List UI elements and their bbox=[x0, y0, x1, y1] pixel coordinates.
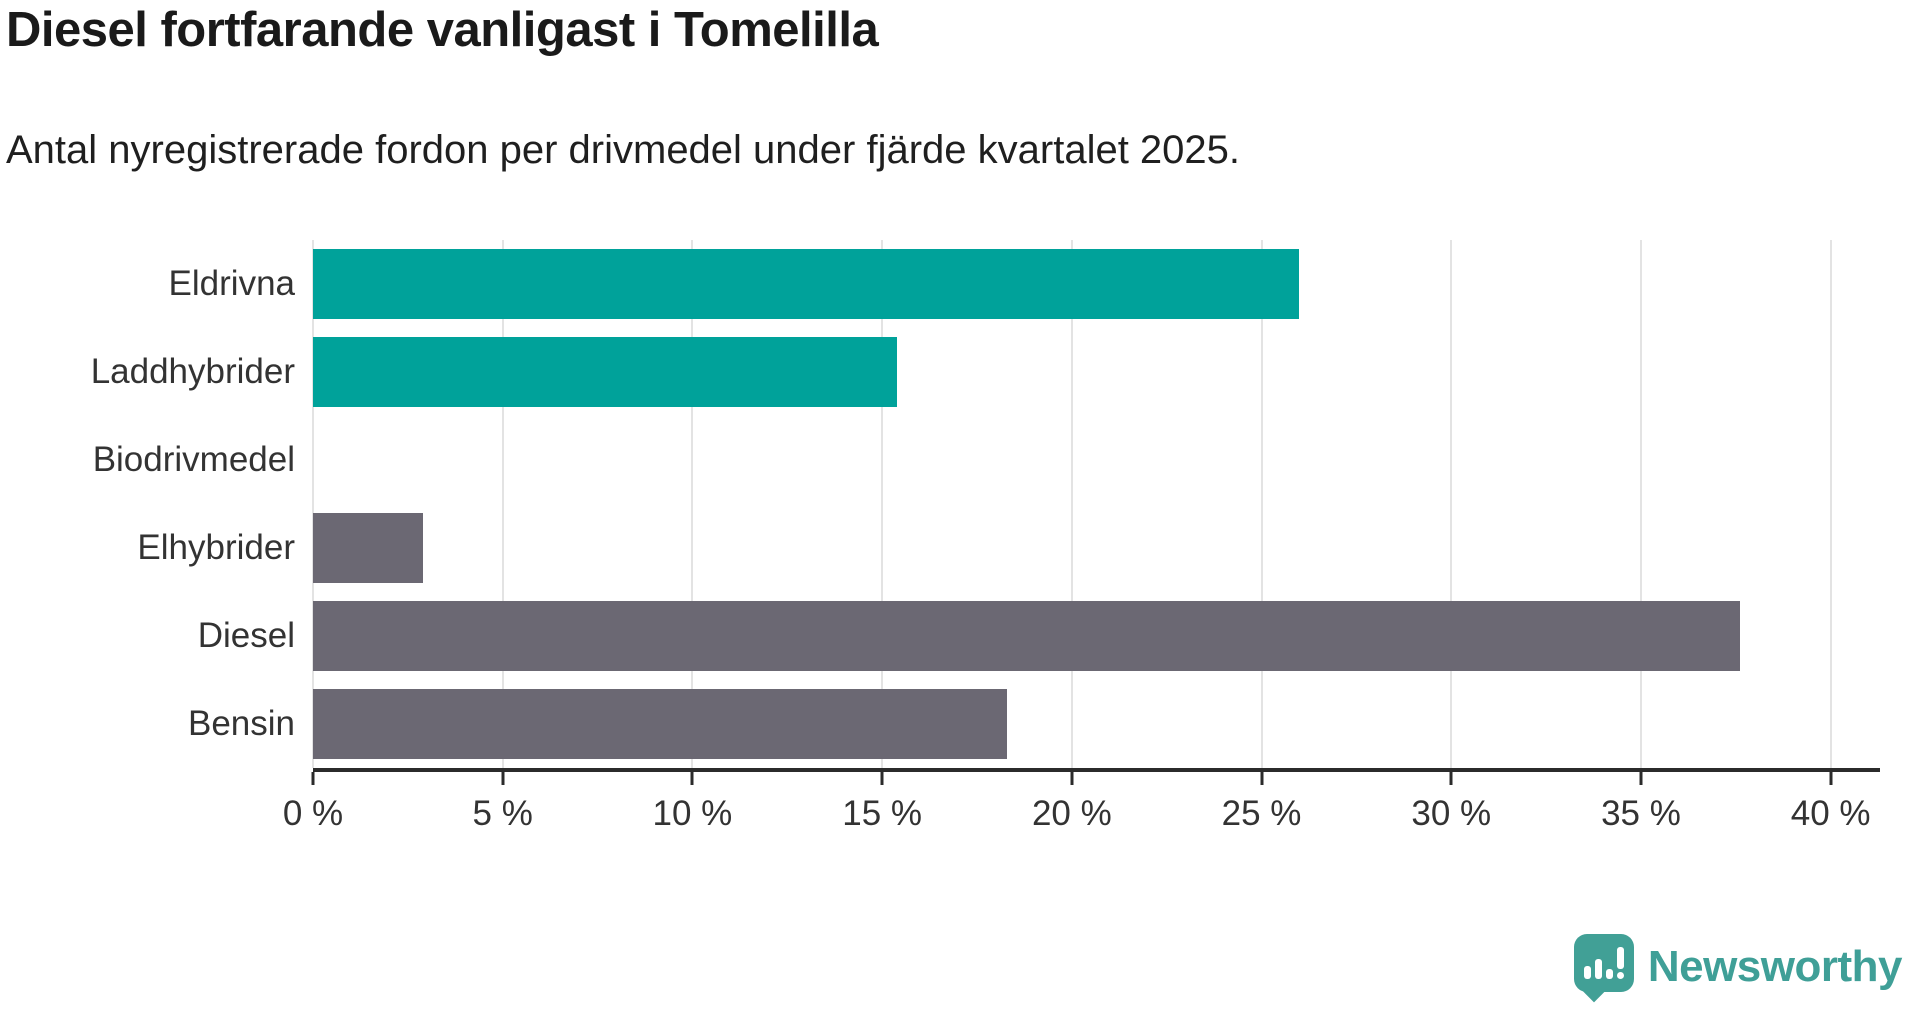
axis-tick bbox=[311, 772, 315, 785]
x-tick-label: 0 % bbox=[282, 794, 344, 833]
bar-row bbox=[313, 328, 1880, 416]
axis-tick bbox=[1070, 772, 1074, 785]
gridline bbox=[691, 240, 694, 768]
x-tick-label: 20 % bbox=[1031, 794, 1112, 833]
category-label: Laddhybrider bbox=[90, 352, 295, 391]
newsworthy-logo-icon bbox=[1573, 934, 1634, 1003]
bar-laddhybrider bbox=[313, 337, 898, 407]
bar-elhybrider bbox=[313, 513, 424, 583]
gridline bbox=[501, 240, 504, 768]
logo-bar-icon bbox=[1594, 959, 1602, 979]
bar-row bbox=[313, 504, 1880, 592]
x-tick-label: 5 % bbox=[472, 794, 533, 833]
gridline bbox=[1639, 240, 1642, 768]
category-label: Biodrivmedel bbox=[92, 440, 295, 479]
x-tick-label: 40 % bbox=[1790, 794, 1871, 833]
newsworthy-logo-text: Newsworthy bbox=[1647, 942, 1903, 991]
bar-chart: Eldrivna Laddhybrider Biodrivmedel Elhybrid… bbox=[0, 240, 1920, 860]
category-label: Bensin bbox=[187, 704, 295, 743]
x-tick-label: 15 % bbox=[842, 794, 923, 833]
axis-tick bbox=[1829, 772, 1833, 785]
axis-tick bbox=[1260, 772, 1264, 785]
chart-subtitle: Antal nyregistrerade fordon per drivmede… bbox=[6, 128, 1241, 172]
bar-row bbox=[313, 680, 1880, 768]
logo-bar-icon bbox=[1605, 969, 1613, 979]
axis-tick bbox=[501, 772, 505, 785]
category-axis: Eldrivna Laddhybrider Biodrivmedel Elhybrid… bbox=[0, 240, 295, 768]
category-label: Diesel bbox=[197, 616, 295, 655]
bar-diesel bbox=[313, 601, 1740, 671]
logo-bar-icon bbox=[1583, 966, 1591, 979]
gridline bbox=[1070, 240, 1073, 768]
logo-exclamation-icon bbox=[1616, 947, 1624, 979]
chart-title: Diesel fortfarande vanligast i Tomelilla bbox=[6, 3, 879, 57]
plot-area: 0 % 5 % 10 % 15 % 20 % 25 % 30 % 35 % 40 % bbox=[283, 240, 1880, 833]
gridline bbox=[1450, 240, 1453, 768]
gridline bbox=[881, 240, 884, 768]
bar-row bbox=[313, 416, 1880, 504]
axis-tick bbox=[880, 772, 884, 785]
x-tick-label: 30 % bbox=[1411, 794, 1492, 833]
category-label: Eldrivna bbox=[168, 264, 295, 303]
bar-eldrivna bbox=[313, 249, 1300, 319]
gridline bbox=[312, 240, 314, 768]
x-tick-label: 25 % bbox=[1221, 794, 1302, 833]
bar-row bbox=[313, 592, 1880, 680]
category-label: Elhybrider bbox=[137, 528, 295, 567]
gridline bbox=[1829, 240, 1832, 768]
gridline bbox=[1260, 240, 1263, 768]
axis-tick bbox=[690, 772, 694, 785]
speech-bubble bbox=[1573, 934, 1634, 992]
bar-bensin bbox=[313, 689, 1008, 759]
x-tick-label: 35 % bbox=[1601, 794, 1681, 833]
axis-tick bbox=[1449, 772, 1453, 785]
bar-row bbox=[313, 240, 1880, 328]
axis-tick bbox=[1639, 772, 1643, 785]
x-tick-label: 10 % bbox=[652, 794, 733, 833]
branding: Newsworthy bbox=[1573, 934, 1903, 1003]
